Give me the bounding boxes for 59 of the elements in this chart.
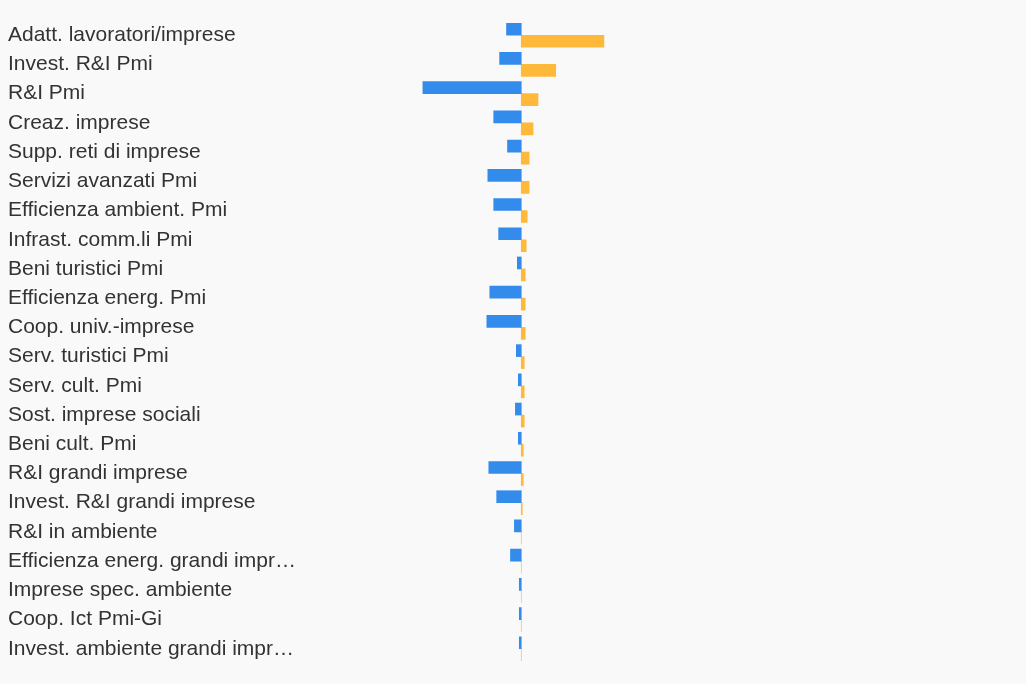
bar <box>520 122 534 136</box>
y-tick-label: Adatt. lavoratori/imprese <box>8 22 236 46</box>
bar <box>496 490 522 504</box>
bar <box>520 64 557 77</box>
y-tick-label: Sost. imprese sociali <box>8 401 201 425</box>
y-tick-label: Infrast. comm.li Pmi <box>8 226 193 250</box>
bar <box>520 180 530 194</box>
bar <box>520 268 526 282</box>
y-tick-label: Efficienza ambient. Pmi <box>8 197 228 221</box>
bar <box>493 198 522 211</box>
bar <box>499 52 522 65</box>
bar <box>487 168 522 182</box>
bar <box>517 431 522 445</box>
bar <box>506 22 522 36</box>
bar <box>518 636 522 650</box>
y-tick-label: Supp. reti di imprese <box>8 138 201 162</box>
bar <box>489 285 522 299</box>
bar <box>510 548 522 562</box>
bar <box>488 461 522 474</box>
bar <box>515 402 522 416</box>
y-tick-label: R&I grandi imprese <box>8 460 188 484</box>
bar <box>520 93 539 106</box>
y-tick-label: Serv. cult. Pmi <box>8 372 142 396</box>
y-tick-label: Coop. univ.-imprese <box>8 314 195 338</box>
y-tick-label: Serv. turistici Pmi <box>8 343 169 367</box>
bar <box>520 210 528 223</box>
bar <box>507 139 522 153</box>
bar <box>493 110 522 124</box>
y-tick-label: Imprese spec. ambiente <box>8 577 233 601</box>
bar <box>520 327 526 340</box>
y-tick-label: R&I in ambiente <box>8 518 158 542</box>
bar <box>422 81 522 94</box>
bar <box>518 607 522 620</box>
y-tick-label: Coop. Ict Pmi-Gi <box>8 606 163 630</box>
bar <box>520 239 527 253</box>
y-tick-label: Creaz. imprese <box>8 109 151 133</box>
y-tick-label: Efficienza energ. grandi impr… <box>8 547 296 571</box>
bar <box>516 344 522 357</box>
bar <box>520 443 524 457</box>
y-tick-label: Invest. R&I Pmi <box>8 51 153 75</box>
y-tick-label: Beni cult. Pmi <box>8 431 137 455</box>
y-tick-label: Efficienza energ. Pmi <box>8 284 207 308</box>
bar <box>520 297 526 311</box>
bar <box>520 473 524 486</box>
bar <box>518 578 522 591</box>
bar <box>486 315 522 328</box>
y-tick-label: R&I Pmi <box>8 80 86 104</box>
bar <box>514 519 522 533</box>
y-tick-label: Beni turistici Pmi <box>8 255 164 279</box>
bar <box>498 227 522 241</box>
bar <box>520 356 525 369</box>
y-tick-label: Servizi avanzati Pmi <box>8 168 198 192</box>
bar <box>517 256 522 270</box>
bar <box>517 373 522 387</box>
y-tick-label: Invest. ambiente grandi impr… <box>8 635 294 659</box>
y-tick-label: Invest. R&I grandi imprese <box>8 489 256 513</box>
bar <box>520 385 525 399</box>
bar <box>520 414 525 428</box>
bar <box>520 34 605 48</box>
